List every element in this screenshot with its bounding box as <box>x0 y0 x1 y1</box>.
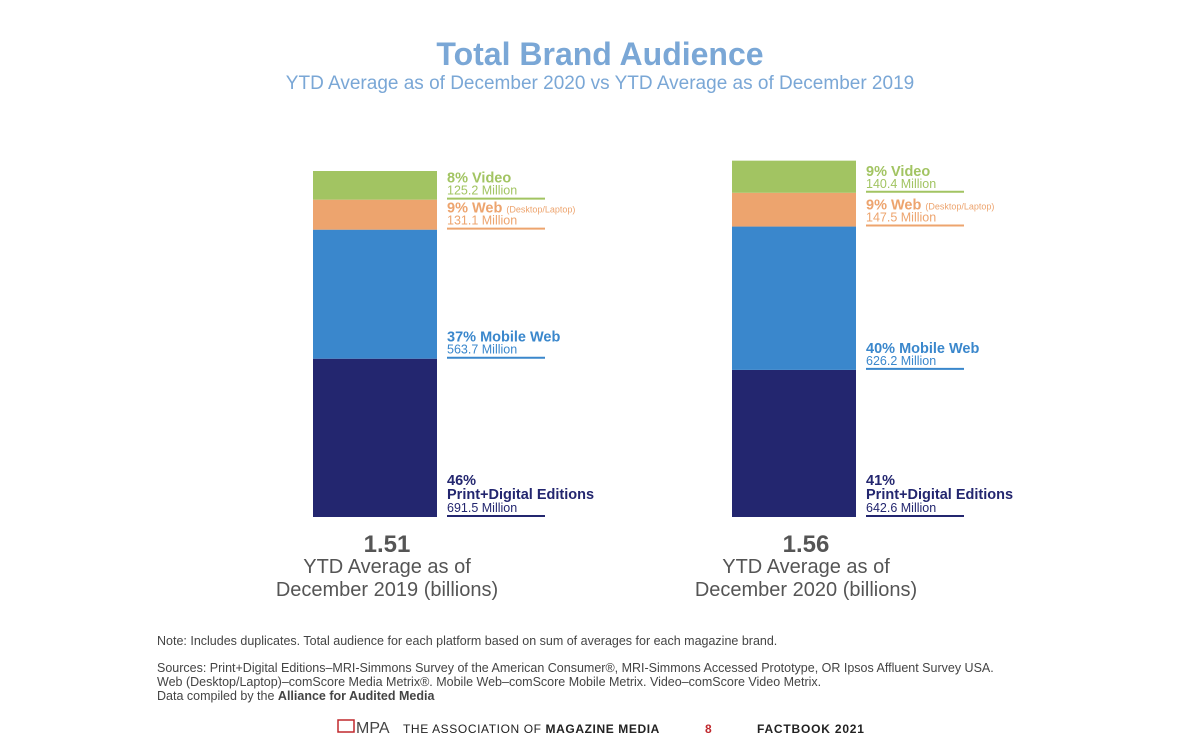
footer-association: THE ASSOCIATION OF <box>403 722 542 736</box>
series-note: (Desktop/Laptop) <box>925 202 994 212</box>
bar-segment <box>313 171 437 200</box>
category-label: YTD Average as of December 2020 (billion… <box>694 556 918 601</box>
value-label: 140.4 Million <box>866 177 936 191</box>
share-label: 41% <box>866 473 895 489</box>
logo-icon <box>337 719 355 733</box>
bar-segment <box>732 160 856 193</box>
series-name: Print+Digital Editions <box>447 487 594 503</box>
chart-title: Total Brand Audience <box>436 36 763 72</box>
bar-segment <box>732 192 856 227</box>
footer-media: MAGAZINE MEDIA <box>546 722 660 736</box>
series-name: Print+Digital Editions <box>866 487 1013 503</box>
credit-prefix: Data compiled by the <box>157 689 274 703</box>
value-label: 125.2 Million <box>447 184 517 198</box>
source-line: Web (Desktop/Laptop)–comScore Media Metr… <box>157 675 821 689</box>
series-label: 37% Mobile Web <box>447 330 560 346</box>
value-label: 691.5 Million <box>447 501 517 515</box>
value-label: 147.5 Million <box>866 211 936 225</box>
share-label: 9% <box>866 198 887 214</box>
category-label: YTD Average as of December 2019 (billion… <box>275 556 499 601</box>
series-label: 9% Web (Desktop/Laptop) <box>447 201 575 217</box>
series-name: Web <box>891 198 921 214</box>
share-label: 8% <box>447 171 468 187</box>
series-label: 9% Web (Desktop/Laptop) <box>866 198 994 214</box>
value-label: 563.7 Million <box>447 343 517 357</box>
share-label: 9% <box>447 201 468 217</box>
page-number: 8 <box>705 722 712 736</box>
series-note: (Desktop/Laptop) <box>506 205 575 215</box>
bar-segment <box>313 358 437 517</box>
footer-text: THE ASSOCIATION OF MAGAZINE MEDIA <box>403 722 660 736</box>
series-name: Video <box>891 164 930 180</box>
credit-org: Alliance for Audited Media <box>278 689 436 703</box>
credit: Data compiled by the Alliance for Audite… <box>157 689 435 703</box>
series-name: Video <box>472 171 511 187</box>
series-name: Web <box>472 201 502 217</box>
bar-segment <box>732 226 856 370</box>
share-label: 40% <box>866 341 895 357</box>
logo: MPA <box>356 720 390 737</box>
series-name: Mobile Web <box>899 341 979 357</box>
series-label: 40% Mobile Web <box>866 341 979 357</box>
note: Note: Includes duplicates. Total audienc… <box>157 634 777 648</box>
chart-subtitle: YTD Average as of December 2020 vs YTD A… <box>286 73 914 94</box>
series-label: 9% Video <box>866 164 930 180</box>
share-label: 37% <box>447 330 476 346</box>
total-label: 1.56 <box>783 531 830 558</box>
bar-segment <box>732 369 856 517</box>
series-name: Mobile Web <box>480 330 560 346</box>
value-label: 642.6 Million <box>866 501 936 515</box>
factbook: FACTBOOK 2021 <box>757 722 865 736</box>
share-label: 46% <box>447 473 476 489</box>
value-label: 131.1 Million <box>447 214 517 228</box>
series-label: 8% Video <box>447 171 511 187</box>
value-label: 626.2 Million <box>866 354 936 368</box>
total-label: 1.51 <box>364 531 411 558</box>
bar-segment <box>313 229 437 359</box>
bar-segment <box>313 199 437 230</box>
share-label: 9% <box>866 164 887 180</box>
source-line: Sources: Print+Digital Editions–MRI-Simm… <box>157 661 994 675</box>
